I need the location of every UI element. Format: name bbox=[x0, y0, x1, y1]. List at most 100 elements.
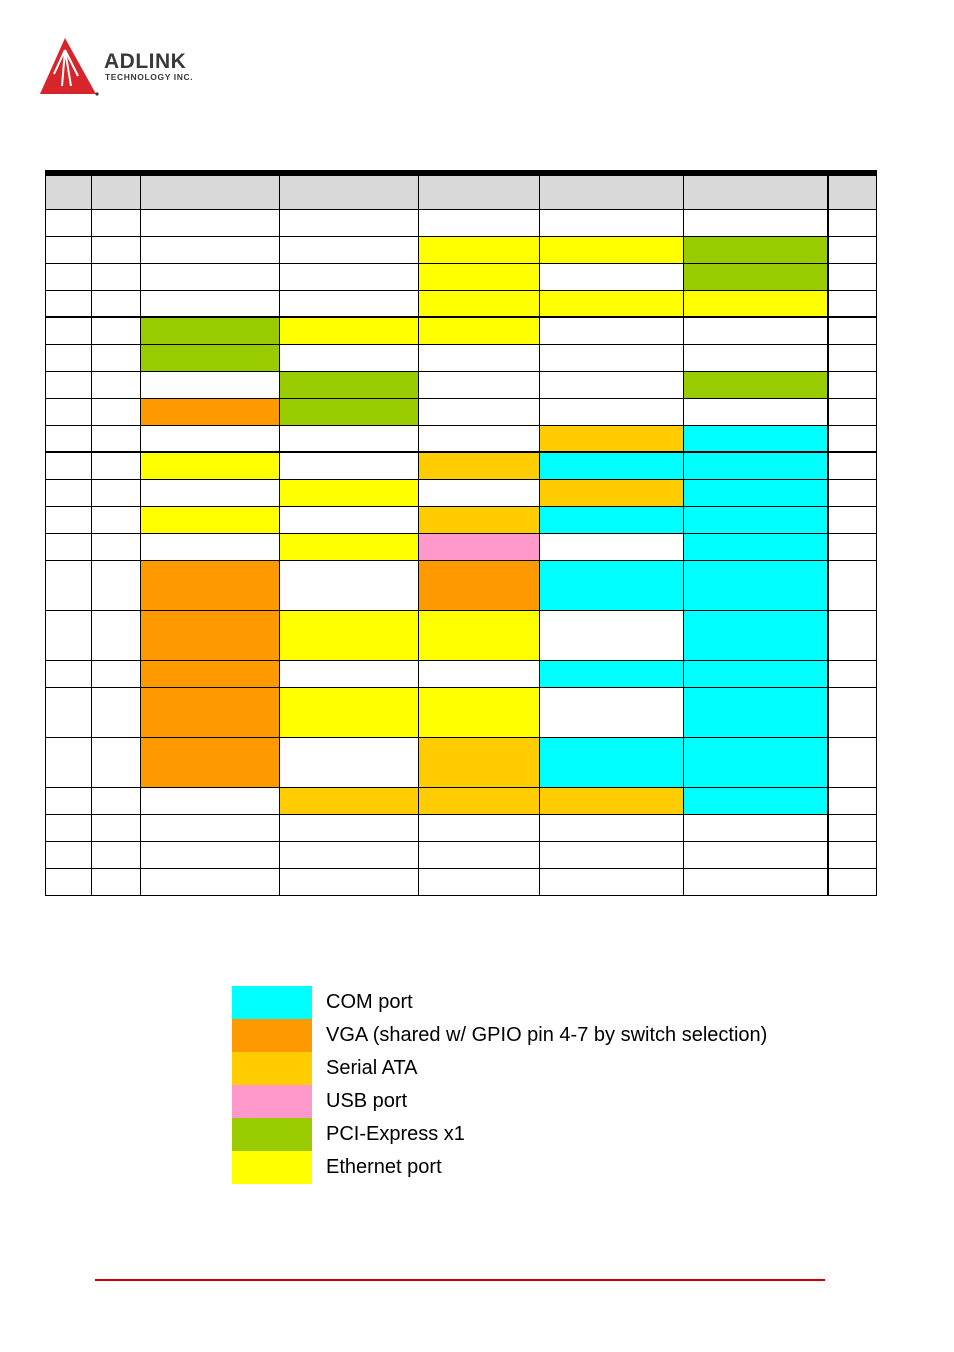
table-cell-none bbox=[418, 424, 540, 453]
table-row bbox=[45, 736, 877, 788]
table-cell-none bbox=[683, 813, 829, 842]
table-cell-none bbox=[827, 451, 877, 480]
table-cell-none bbox=[683, 343, 829, 372]
legend-item-usb: USB port bbox=[232, 1085, 882, 1118]
table-cell-none bbox=[827, 370, 877, 399]
table-cell-none bbox=[91, 867, 141, 896]
table-row bbox=[45, 235, 877, 264]
table-cell-none bbox=[279, 451, 419, 480]
table-cell-none bbox=[45, 316, 92, 345]
table-cell-none bbox=[45, 262, 92, 291]
table-cell-eth bbox=[279, 609, 419, 661]
table-cell-none bbox=[418, 370, 540, 399]
table-cell-none bbox=[91, 609, 141, 661]
table-row bbox=[45, 609, 877, 661]
legend-label: PCI-Express x1 bbox=[326, 1123, 465, 1145]
table-cell-pcie bbox=[683, 262, 829, 291]
table-cell-none bbox=[45, 532, 92, 561]
table-cell-none bbox=[45, 208, 92, 237]
table-cell-none bbox=[140, 235, 280, 264]
table-cell-sata bbox=[539, 478, 684, 507]
pin-assignment-table bbox=[45, 170, 877, 896]
table-cell-none bbox=[539, 262, 684, 291]
table-cell-none bbox=[279, 343, 419, 372]
table-cell-none bbox=[827, 262, 877, 291]
table-cell-none bbox=[683, 867, 829, 896]
table-cell-none bbox=[827, 343, 877, 372]
table-cell-eth bbox=[418, 316, 540, 345]
table-cell-eth bbox=[279, 686, 419, 738]
legend-swatch bbox=[232, 986, 312, 1019]
table-cell-none bbox=[45, 840, 92, 869]
table-cell-vga bbox=[140, 397, 280, 426]
legend-swatch bbox=[232, 1019, 312, 1052]
table-cell-none bbox=[539, 316, 684, 345]
table-cell-none bbox=[827, 478, 877, 507]
legend-item-eth: Ethernet port bbox=[232, 1151, 882, 1184]
adlink-logo: ADLINK TECHNOLOGY INC. bbox=[38, 36, 238, 100]
footer-divider bbox=[95, 1279, 825, 1281]
table-cell-sata bbox=[418, 786, 540, 815]
table-cell-none bbox=[140, 786, 280, 815]
table-cell-none bbox=[418, 397, 540, 426]
table-cell-none bbox=[827, 609, 877, 661]
table-cell-none bbox=[45, 786, 92, 815]
table-cell-none bbox=[827, 786, 877, 815]
table-row bbox=[45, 289, 877, 318]
table-cell-none bbox=[827, 424, 877, 453]
table-cell-none bbox=[91, 736, 141, 788]
table-cell-com bbox=[683, 424, 829, 453]
table-cell-none bbox=[827, 736, 877, 788]
table-cell-none bbox=[45, 609, 92, 661]
table-cell-sata bbox=[539, 424, 684, 453]
table-cell-none bbox=[140, 867, 280, 896]
table-row bbox=[45, 867, 877, 896]
table-cell-none bbox=[91, 289, 141, 318]
table-cell-none bbox=[827, 397, 877, 426]
table-cell-none bbox=[279, 736, 419, 788]
table-cell-eth bbox=[279, 478, 419, 507]
table-cell-none bbox=[91, 559, 141, 611]
table-cell-none bbox=[140, 532, 280, 561]
legend-label: VGA (shared w/ GPIO pin 4-7 by switch se… bbox=[326, 1024, 768, 1046]
table-cell-none bbox=[140, 289, 280, 318]
legend-item-pcie: PCI-Express x1 bbox=[232, 1118, 882, 1151]
table-cell-none bbox=[140, 424, 280, 453]
table-cell-pcie bbox=[140, 343, 280, 372]
table-cell-com bbox=[539, 451, 684, 480]
table-cell-none bbox=[91, 451, 141, 480]
table-row bbox=[45, 262, 877, 291]
table-cell-com bbox=[683, 532, 829, 561]
table-cell-none bbox=[45, 397, 92, 426]
table-cell-none bbox=[45, 235, 92, 264]
table-header-cell bbox=[827, 170, 877, 210]
table-cell-none bbox=[683, 397, 829, 426]
table-cell-eth bbox=[418, 235, 540, 264]
table-cell-none bbox=[539, 867, 684, 896]
table-cell-none bbox=[91, 343, 141, 372]
table-cell-none bbox=[418, 659, 540, 688]
table-row bbox=[45, 505, 877, 534]
table-cell-none bbox=[418, 208, 540, 237]
table-cell-none bbox=[140, 208, 280, 237]
table-cell-none bbox=[91, 235, 141, 264]
table-cell-com bbox=[683, 786, 829, 815]
table-row bbox=[45, 343, 877, 372]
legend-item-vga: VGA (shared w/ GPIO pin 4-7 by switch se… bbox=[232, 1019, 882, 1052]
table-cell-sata bbox=[418, 736, 540, 788]
table-row bbox=[45, 659, 877, 688]
table-cell-none bbox=[539, 813, 684, 842]
table-cell-none bbox=[45, 559, 92, 611]
table-cell-none bbox=[418, 478, 540, 507]
table-cell-eth bbox=[418, 289, 540, 318]
table-cell-none bbox=[45, 659, 92, 688]
table-cell-none bbox=[539, 686, 684, 738]
table-header-cell bbox=[539, 170, 684, 210]
table-cell-none bbox=[91, 370, 141, 399]
table-row bbox=[45, 424, 877, 453]
table-row bbox=[45, 316, 877, 345]
table-cell-none bbox=[45, 289, 92, 318]
table-cell-sata bbox=[539, 786, 684, 815]
table-cell-none bbox=[279, 659, 419, 688]
table-cell-vga bbox=[140, 736, 280, 788]
